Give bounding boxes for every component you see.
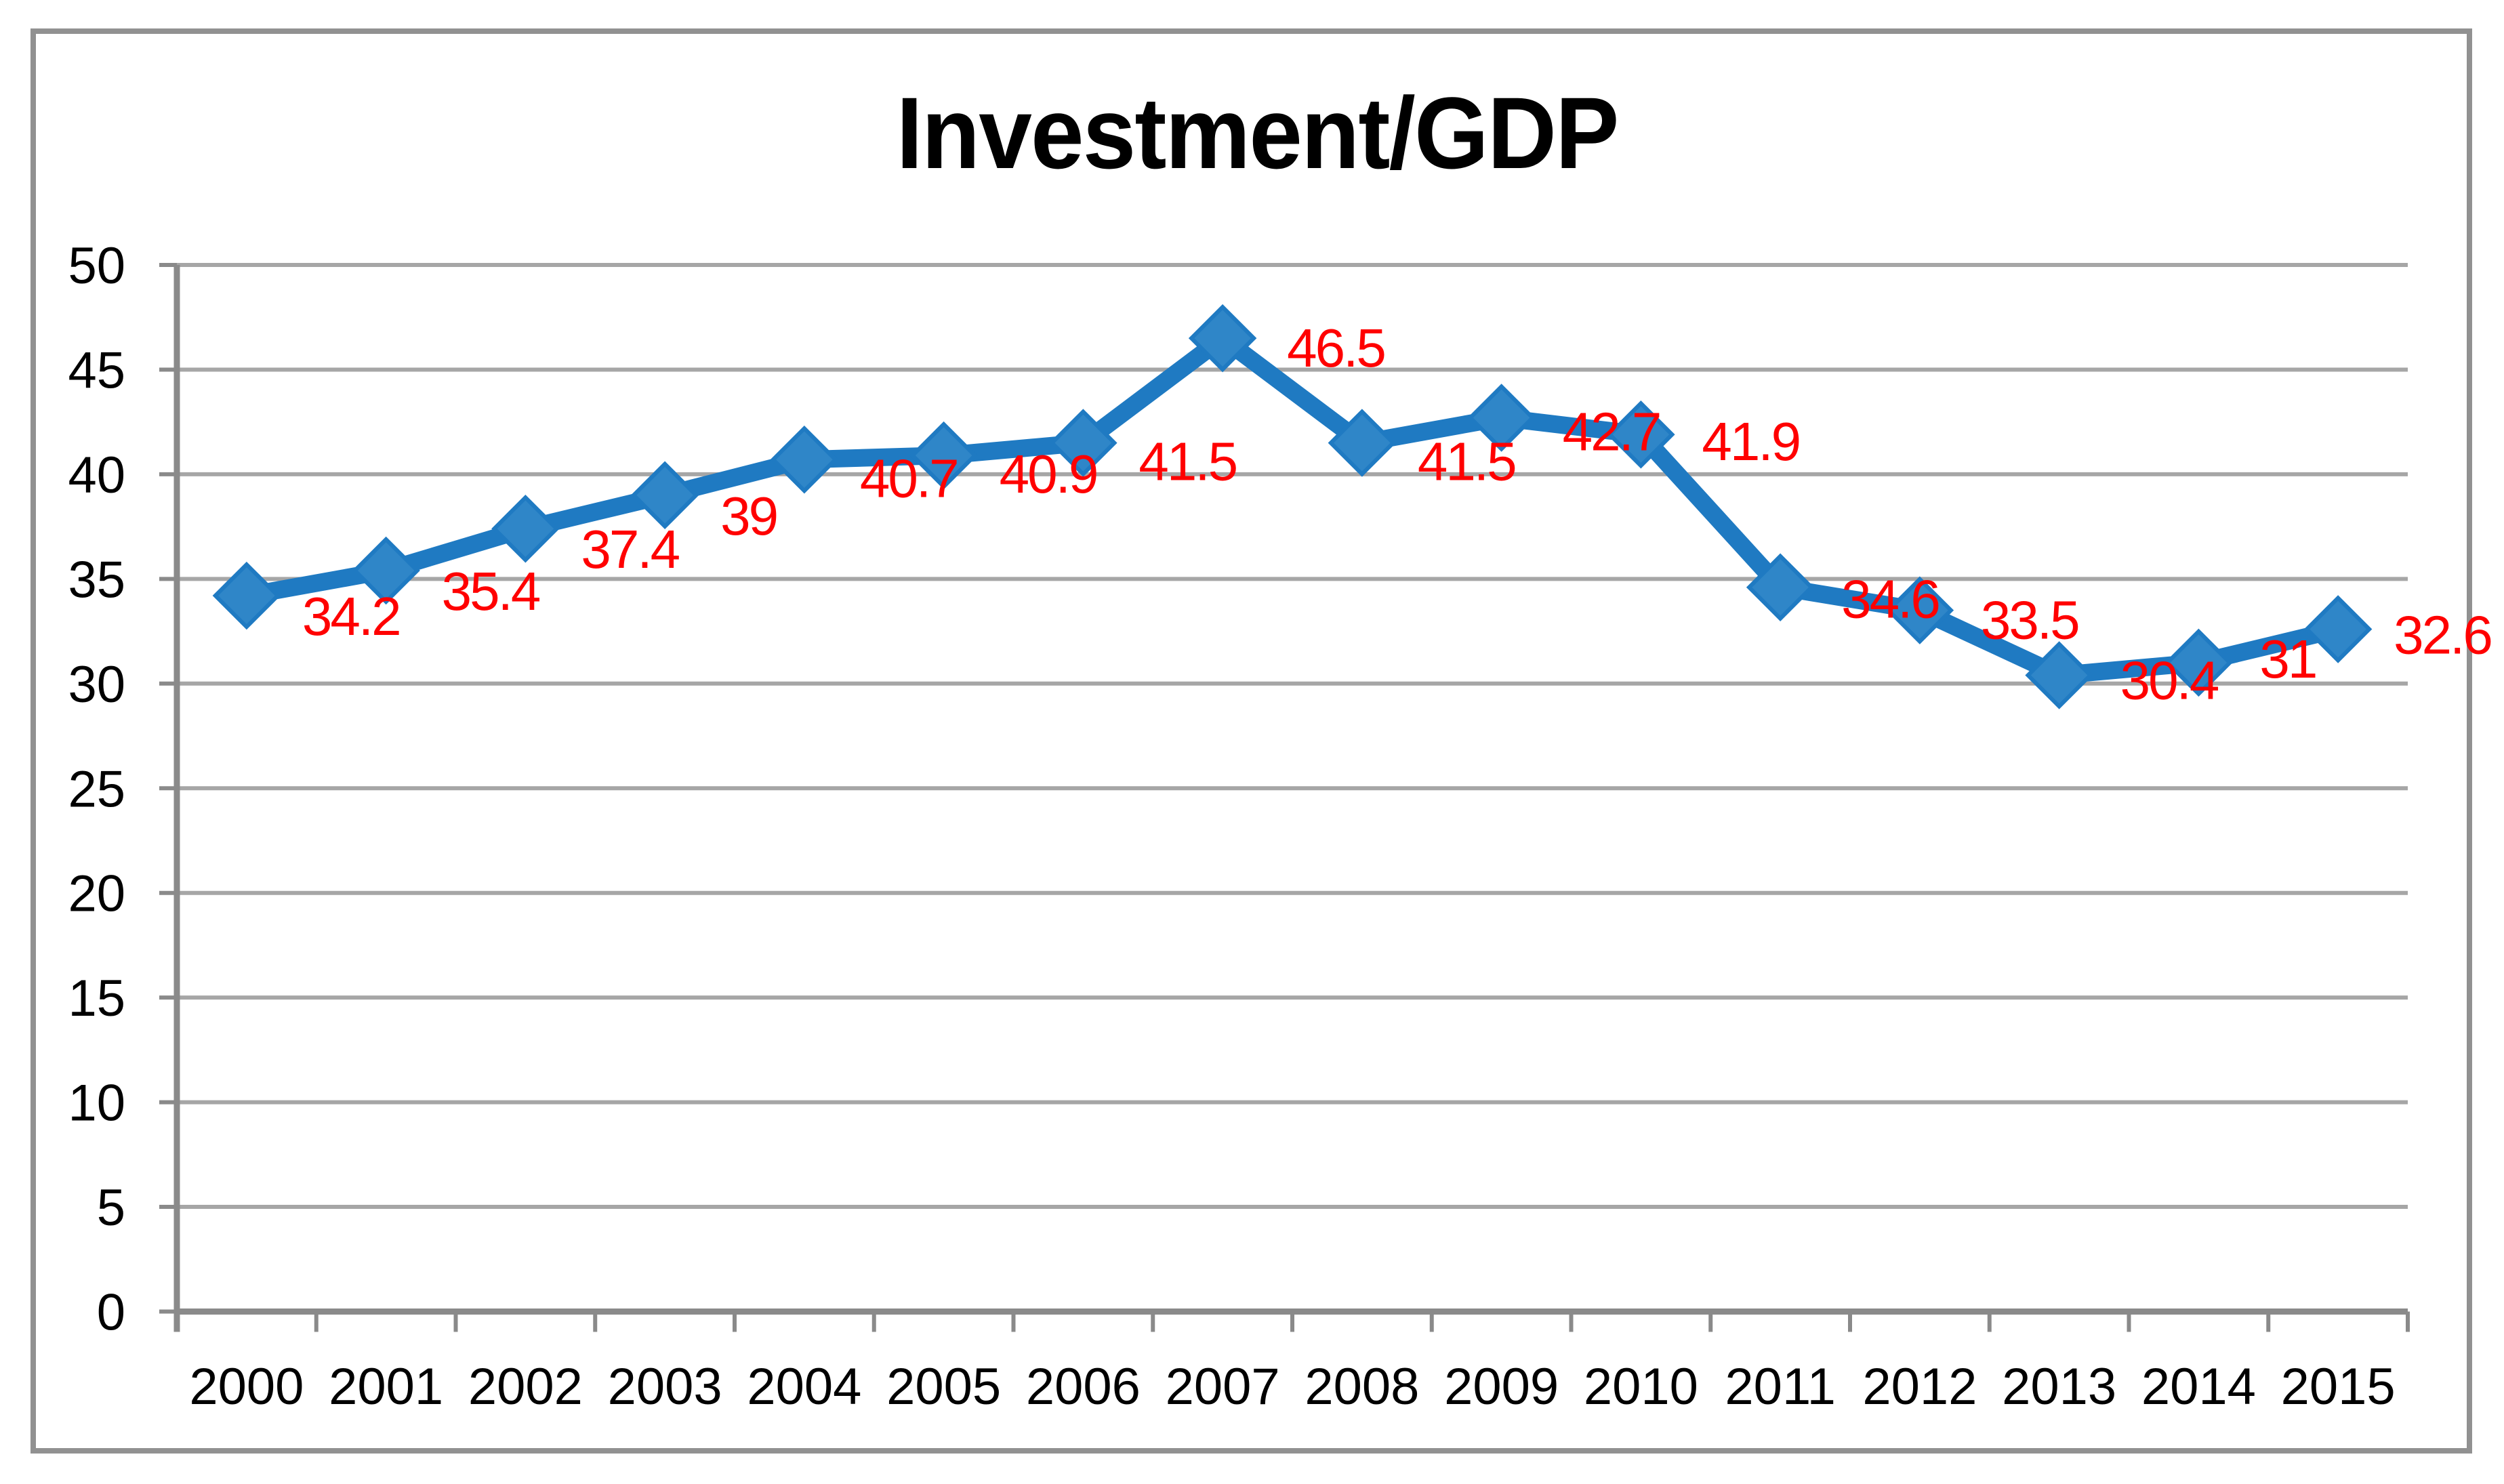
x-tick-label: 2014 (2141, 1358, 2256, 1416)
data-point-marker (2164, 628, 2233, 697)
data-point-marker (770, 426, 839, 494)
data-point-marker (1049, 409, 1117, 477)
chart-title: Investment/GDP (897, 76, 1618, 190)
data-label: 35.4 (442, 561, 540, 621)
x-tick-labels: 2000 2001 2002 2003 2004 2005 2006 2007 2008 2009… (189, 1358, 2395, 1416)
data-label: 42.7 (1563, 401, 1660, 461)
gridlines (177, 263, 2408, 1315)
data-point-marker (1607, 400, 1675, 469)
y-tick-label: 5 (97, 1179, 125, 1237)
data-point-marker (630, 461, 699, 530)
x-tick-label: 2012 (1862, 1358, 1977, 1416)
data-point-marker (909, 421, 978, 490)
data-label: 41.5 (1138, 432, 1236, 492)
data-label: 41.9 (1702, 411, 1799, 472)
data-point-marker (2025, 641, 2093, 709)
y-tick-label: 30 (68, 656, 125, 714)
data-point-marker (491, 494, 560, 563)
data-point-marker (1188, 304, 1257, 373)
y-tick-label: 15 (68, 970, 125, 1027)
x-tick-label: 2000 (189, 1358, 304, 1416)
data-label: 30.4 (2120, 650, 2219, 710)
data-label: 41.5 (1418, 432, 1515, 492)
y-tick-label: 35 (68, 551, 125, 609)
data-label: 46.5 (1287, 318, 1384, 378)
y-tick-label: 25 (68, 760, 125, 818)
x-tick-label: 2003 (608, 1358, 722, 1416)
x-tick-label: 2013 (2002, 1358, 2116, 1416)
y-axis (159, 263, 180, 1332)
data-label: 32.6 (2394, 604, 2491, 665)
data-label: 33.5 (1981, 590, 2078, 651)
y-tick-label: 20 (68, 865, 125, 923)
data-point-marker (1746, 553, 1815, 621)
x-tick-label: 2007 (1166, 1358, 1280, 1416)
x-tick-label: 2011 (1725, 1358, 1835, 1416)
data-point-marker (1467, 384, 1536, 452)
x-axis (175, 1311, 2410, 1332)
y-tick-label: 40 (68, 447, 125, 504)
x-tick-label: 2005 (886, 1358, 1001, 1416)
data-point-marker (2303, 595, 2373, 663)
x-tick-label: 2015 (2281, 1358, 2396, 1416)
data-label: 34.6 (1841, 569, 1939, 630)
x-tick-label: 2008 (1305, 1358, 1419, 1416)
data-point-marker (1328, 409, 1397, 477)
x-tick-label: 2002 (468, 1358, 583, 1416)
x-tick-label: 2006 (1026, 1358, 1141, 1416)
data-point-marker (1885, 576, 1954, 644)
data-point-marker (352, 536, 420, 605)
y-tick-labels: 0 5 10 15 20 25 30 35 40 45 50 (68, 237, 125, 1342)
y-tick-label: 10 (68, 1075, 125, 1132)
x-tick-label: 2001 (329, 1358, 443, 1416)
data-label: 39 (720, 486, 777, 546)
series-line (237, 329, 2347, 684)
series-markers (212, 304, 2373, 709)
series-data-labels: 34.2 35.4 37.4 39 40.7 40.9 41.5 46.5 41.5 42.7 41… (302, 318, 2493, 710)
data-label: 37.4 (581, 519, 679, 579)
x-tick-label: 2004 (747, 1358, 861, 1416)
y-tick-label: 45 (68, 342, 125, 399)
y-tick-label: 50 (68, 237, 125, 295)
x-tick-label: 2009 (1444, 1358, 1559, 1416)
x-tick-label: 2010 (1584, 1358, 1698, 1416)
y-tick-label: 0 (97, 1284, 125, 1342)
data-label: 40.9 (1000, 444, 1097, 504)
data-point-marker (212, 561, 281, 630)
data-label: 34.2 (302, 586, 400, 646)
data-label: 31 (2259, 629, 2316, 689)
data-label: 40.7 (860, 448, 958, 508)
chart-border (30, 28, 2472, 1454)
